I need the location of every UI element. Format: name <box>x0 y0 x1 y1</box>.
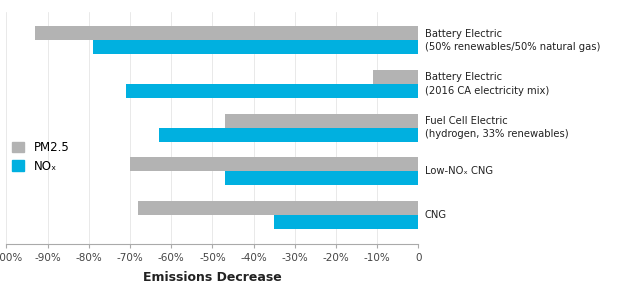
Bar <box>274 215 418 229</box>
Bar <box>35 26 418 40</box>
Bar <box>126 84 418 98</box>
Bar <box>130 157 418 171</box>
Legend: PM2.5, NOₓ: PM2.5, NOₓ <box>12 141 69 173</box>
X-axis label: Emissions Decrease: Emissions Decrease <box>143 271 281 284</box>
Text: CNG: CNG <box>425 210 447 220</box>
Bar <box>224 114 418 128</box>
Text: Battery Electric
(50% renewables/50% natural gas): Battery Electric (50% renewables/50% nat… <box>425 29 600 52</box>
Text: Low-NOₓ CNG: Low-NOₓ CNG <box>425 166 493 176</box>
Bar <box>373 70 418 84</box>
Bar <box>224 171 418 185</box>
Bar <box>93 40 418 54</box>
Text: Fuel Cell Electric
(hydrogen, 33% renewables): Fuel Cell Electric (hydrogen, 33% renewa… <box>425 116 569 139</box>
Bar <box>138 201 418 215</box>
Bar <box>158 128 418 142</box>
Text: Battery Electric
(2016 CA electricity mix): Battery Electric (2016 CA electricity mi… <box>425 72 549 96</box>
